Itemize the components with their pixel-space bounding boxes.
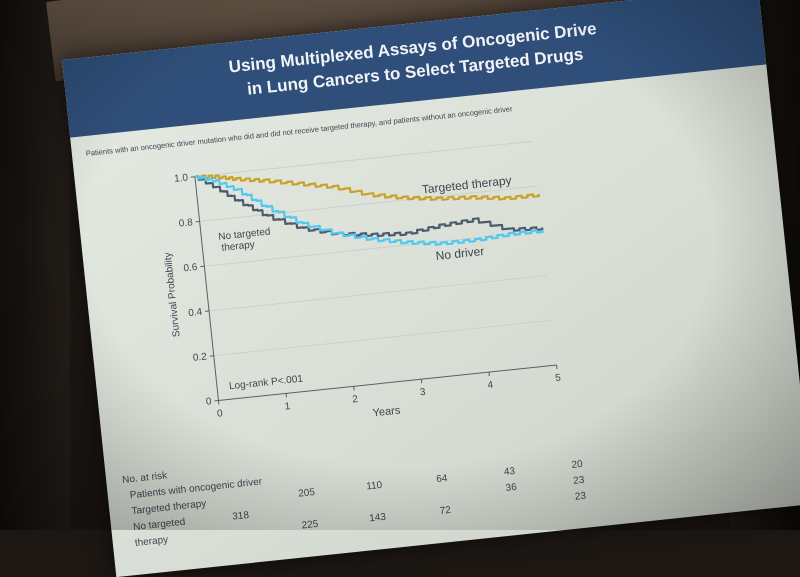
y-tick-label: 0.2: [192, 351, 207, 363]
risk-cell: 64: [436, 473, 449, 485]
survival-chart: 0 1 2 3 4 5 0 0.2 0.4 0.6 0.8 1.0 Survival Probabi…: [155, 136, 564, 440]
risk-row-label: No targeted: [133, 517, 186, 533]
risk-cell: 36: [505, 482, 518, 494]
x-axis-label: Years: [372, 405, 401, 420]
grid-line: [209, 275, 547, 311]
y-axis-label: Survival Probability: [163, 252, 183, 338]
risk-cell: 20: [571, 459, 584, 471]
risk-cell: 23: [573, 475, 586, 487]
x-tick-label: 4: [487, 380, 494, 392]
series-label-no-driver: No driver: [435, 244, 485, 263]
series-label-no-targeted-line2: therapy: [221, 239, 255, 253]
y-tick-label: 1.0: [174, 172, 189, 184]
risk-row-label: therapy: [134, 535, 168, 549]
risk-row-label: Targeted therapy: [131, 498, 207, 517]
projected-slide: Using Multiplexed Assays of Oncogenic Dr…: [62, 0, 800, 577]
grid-line: [195, 141, 533, 177]
x-tick-label: 3: [419, 387, 426, 399]
risk-cell: 43: [503, 466, 516, 478]
logrank-annotation: Log-rank P<.001: [229, 374, 304, 393]
risk-cell: 205: [298, 487, 316, 500]
grid-line: [200, 186, 538, 222]
y-tick-labels: 0 0.2 0.4 0.6 0.8 1.0: [174, 172, 219, 409]
risk-cell: 23: [574, 491, 587, 503]
risk-table-heading: No. at risk: [122, 470, 169, 486]
y-tick-label: 0.8: [178, 217, 193, 229]
y-axis: [195, 177, 219, 401]
y-tick-label: 0: [205, 396, 212, 408]
x-tick-label: 2: [352, 394, 359, 406]
x-tick-label: 1: [284, 401, 291, 413]
risk-cell: 110: [366, 480, 383, 493]
grid-line: [214, 320, 552, 356]
y-tick-label: 0.6: [183, 262, 198, 274]
slide-canvas: Using Multiplexed Assays of Oncogenic Dr…: [62, 0, 800, 577]
risk-table: No. at risk Patients with oncogenic driv…: [122, 427, 587, 550]
y-tick-label: 0.4: [188, 307, 203, 319]
risk-cell: 318: [232, 510, 250, 523]
risk-cell: 72: [439, 505, 452, 517]
risk-cell: 143: [369, 512, 387, 525]
x-tick-label: 5: [555, 373, 562, 385]
x-tick-label: 0: [217, 408, 224, 420]
